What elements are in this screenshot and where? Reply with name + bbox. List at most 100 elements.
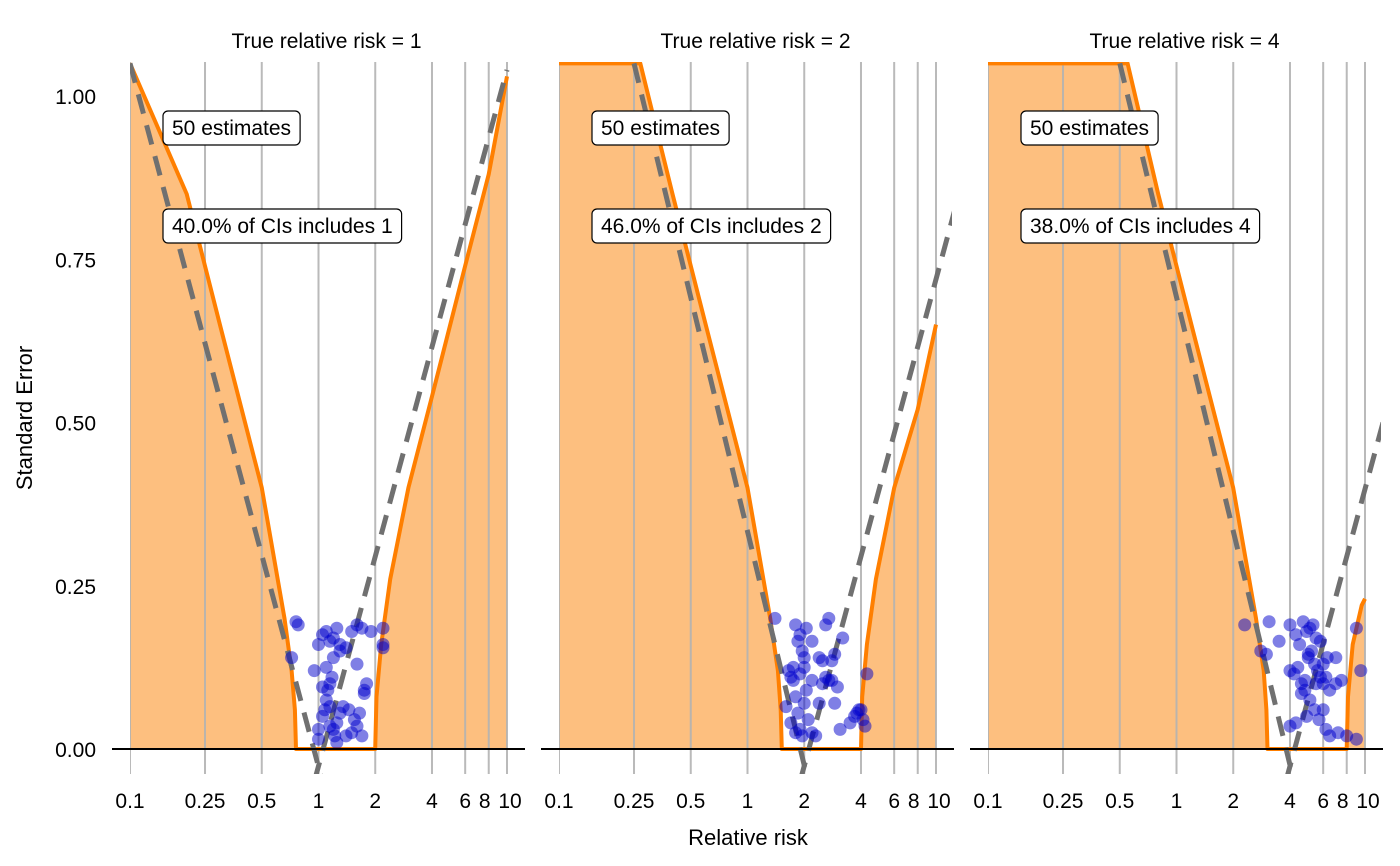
estimate-point — [809, 729, 823, 743]
estimate-point — [1293, 638, 1307, 651]
significant-region-right — [861, 324, 936, 749]
estimate-point — [1331, 726, 1345, 740]
estimate-point — [1313, 634, 1327, 648]
estimate-point — [791, 706, 805, 720]
estimate-point — [316, 680, 329, 694]
x-tick-label: 0.5 — [1105, 790, 1134, 813]
ci-coverage-label-text: 40.0% of CIs includes 1 — [172, 215, 393, 238]
ci-dashed-line-right — [799, 210, 952, 774]
x-tick-label: 6 — [888, 790, 900, 813]
estimate-point — [323, 700, 337, 714]
estimate-point — [333, 644, 347, 658]
panel-2: True relative risk = 2 50 estimates 46.0% … — [541, 30, 954, 813]
x-tick-label: 0.5 — [676, 790, 705, 813]
x-tick-label: 4 — [1284, 790, 1296, 813]
x-tick-label: 0.1 — [544, 790, 573, 813]
estimate-point — [797, 660, 811, 674]
estimate-point — [797, 651, 811, 665]
estimate-point — [768, 611, 782, 625]
estimate-point — [323, 719, 337, 733]
x-tick-label: 4 — [426, 790, 438, 813]
estimate-point — [822, 611, 836, 625]
panel-title: True relative risk = 1 — [231, 30, 421, 53]
x-tick-label: 1 — [1171, 790, 1183, 813]
x-tick-label: 0.1 — [115, 790, 144, 813]
estimate-point — [312, 638, 325, 651]
panel-1: True relative risk = 1 50 estimates 40.0% … — [112, 30, 525, 813]
estimate-point — [1334, 673, 1348, 687]
estimate-point — [357, 683, 371, 697]
estimate-count-label-text: 50 estimates — [1030, 117, 1149, 140]
estimate-point — [1283, 618, 1297, 632]
estimate-point — [312, 722, 325, 736]
x-tick-label: 8 — [908, 790, 920, 813]
estimate-point — [353, 706, 366, 720]
x-tick-label: 1 — [742, 790, 754, 813]
estimate-point — [812, 696, 826, 710]
significance-boundary-line — [559, 62, 938, 751]
x-tick-label: 0.25 — [614, 790, 655, 813]
estimate-point — [1354, 664, 1368, 678]
ci-coverage-label: 40.0% of CIs includes 1 — [162, 208, 403, 244]
estimate-count-label: 50 estimates — [1020, 110, 1159, 146]
estimate-count-label: 50 estimates — [591, 110, 730, 146]
estimate-point — [1289, 716, 1303, 730]
x-tick-label: 6 — [1317, 790, 1329, 813]
x-tick-label: 0.25 — [1043, 790, 1084, 813]
estimate-point — [1289, 628, 1303, 642]
estimate-point — [801, 713, 815, 727]
estimate-point — [376, 621, 390, 635]
x-tick-label: 10 — [1356, 790, 1379, 813]
panel-title: True relative risk = 4 — [1089, 30, 1279, 53]
estimate-point — [1319, 670, 1333, 684]
estimate-point — [342, 703, 356, 717]
x-tick-label: 4 — [855, 790, 867, 813]
x-tick-label: 1 — [313, 790, 325, 813]
estimate-point — [1303, 693, 1317, 707]
estimate-point — [364, 625, 378, 638]
x-tick-label: 2 — [798, 790, 810, 813]
estimate-point — [1349, 732, 1363, 746]
estimate-point — [330, 621, 344, 635]
estimate-count-label: 50 estimates — [162, 110, 301, 146]
x-tick-label: 2 — [369, 790, 381, 813]
estimate-point — [789, 726, 803, 740]
estimate-point — [828, 696, 842, 710]
estimate-point — [1349, 621, 1363, 635]
y-tick-label: 0.25 — [55, 576, 96, 599]
estimate-point — [307, 664, 321, 678]
estimate-point — [860, 667, 874, 681]
y-tick-label: 0.00 — [55, 739, 96, 762]
estimate-point — [1312, 713, 1326, 727]
estimate-point — [355, 729, 369, 743]
estimate-point — [836, 631, 850, 645]
x-tick-label: 0.1 — [973, 790, 1002, 813]
estimate-point — [848, 709, 862, 723]
estimate-point — [312, 732, 325, 746]
estimate-point — [830, 680, 844, 694]
estimate-point — [1291, 660, 1305, 674]
estimate-point — [825, 654, 839, 668]
estimate-point — [325, 670, 339, 684]
x-tick-label: 8 — [479, 790, 491, 813]
estimate-point — [1329, 651, 1343, 665]
estimate-point — [1259, 647, 1273, 661]
estimate-count-label-text: 50 estimates — [601, 117, 720, 140]
estimate-point — [833, 722, 847, 736]
estimate-count-label-text: 50 estimates — [172, 117, 291, 140]
estimate-point — [1298, 673, 1312, 687]
significant-region-right — [375, 76, 507, 749]
y-tick-label: 0.75 — [55, 249, 96, 272]
estimate-point — [1301, 651, 1315, 665]
x-tick-label: 10 — [927, 790, 950, 813]
ci-dashed-line-right — [313, 69, 510, 774]
panel-3: True relative risk = 4 50 estimates 38.0% … — [970, 30, 1383, 813]
y-tick-label: 1.00 — [55, 86, 96, 109]
ci-dashed-line-left — [1117, 62, 1295, 774]
y-tick-label: 0.50 — [55, 413, 96, 436]
estimate-point — [799, 621, 813, 635]
estimate-point — [799, 683, 813, 697]
ci-coverage-label: 46.0% of CIs includes 2 — [591, 208, 832, 244]
estimate-point — [330, 736, 344, 749]
